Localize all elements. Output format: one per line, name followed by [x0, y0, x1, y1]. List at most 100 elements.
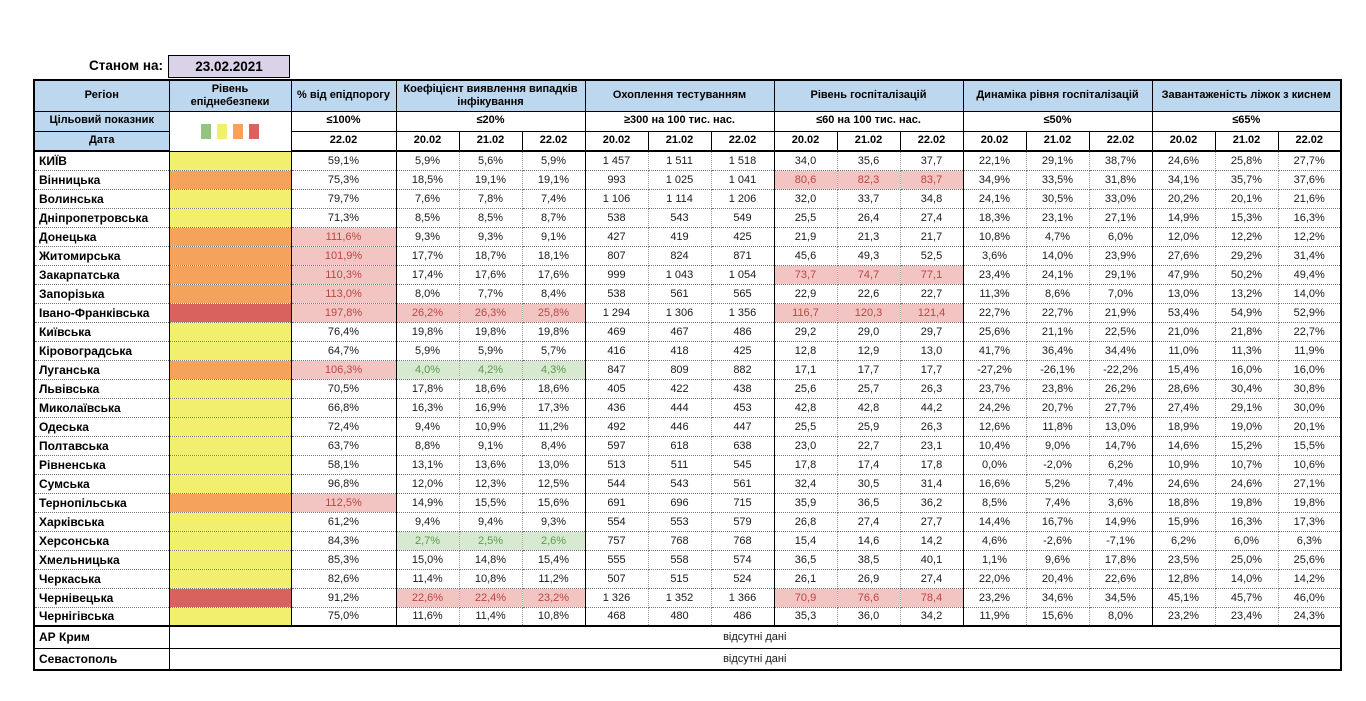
value-cell: 37,6%: [1278, 170, 1342, 190]
value-cell: 7,4%: [1026, 493, 1090, 513]
value-cell: 11,9%: [962, 607, 1027, 627]
value-cell: 49,3: [837, 246, 901, 266]
value-cell: 7,4%: [1089, 474, 1153, 494]
value-cell: 20,4%: [1026, 569, 1090, 589]
date-header: 22.02: [521, 130, 586, 152]
region-name: Кіровоградська: [34, 341, 170, 361]
value-cell: 42,8: [837, 398, 901, 418]
value-cell: 513: [584, 455, 649, 475]
value-cell: 16,0%: [1215, 360, 1279, 380]
table-row: Полтавська 63,7% 8,8% 9,1% 8,4% 597 618 638 23,0…: [34, 436, 1342, 456]
danger-level-cell: [169, 322, 292, 342]
value-cell: 23,2%: [962, 588, 1027, 608]
value-cell: 691: [584, 493, 649, 513]
value-cell: 27,7%: [1089, 398, 1153, 418]
value-cell: 25,6: [773, 379, 838, 399]
value-cell: 24,1%: [1026, 265, 1090, 285]
col-header-danger-level: Рівень епіднебезпеки: [168, 79, 292, 112]
value-cell: 31,8%: [1089, 170, 1153, 190]
legend-swatch: [249, 123, 259, 139]
value-cell: 27,7: [900, 512, 964, 532]
value-cell: 18,5%: [395, 170, 460, 190]
value-cell: 18,1%: [522, 246, 586, 266]
value-cell: 27,1%: [1089, 208, 1153, 228]
region-name: Харківська: [34, 512, 170, 532]
value-cell: 17,1: [773, 360, 838, 380]
value-cell: 34,6%: [1026, 588, 1090, 608]
region-name: АР Крим: [33, 625, 170, 649]
value-cell: 1 352: [648, 588, 712, 608]
value-cell: 35,9: [773, 493, 838, 513]
value-cell: 871: [711, 246, 775, 266]
value-cell: 558: [648, 550, 712, 570]
value-cell: 12,2%: [1215, 227, 1279, 247]
value-cell: 8,5%: [395, 208, 460, 228]
value-cell: 3,6%: [1089, 493, 1153, 513]
value-cell: 16,0%: [1278, 360, 1342, 380]
table-row: Київська 76,4% 19,8% 19,8% 19,8% 469 467 486 29,…: [34, 322, 1342, 342]
value-cell: 34,9%: [962, 170, 1027, 190]
value-cell: 11,3%: [1215, 341, 1279, 361]
value-cell: 22,7%: [962, 303, 1027, 323]
value-cell: 23,1: [900, 436, 964, 456]
value-cell: 36,5: [837, 493, 901, 513]
value-cell: 492: [584, 417, 649, 437]
value-cell: 768: [648, 531, 712, 551]
value-cell: 23,4%: [1215, 607, 1279, 627]
value-cell: 50,2%: [1215, 265, 1279, 285]
value-cell: 8,4%: [522, 284, 586, 304]
danger-level-cell: [169, 170, 292, 190]
value-cell: 23,4%: [962, 265, 1027, 285]
table-row: Закарпатська 110,3% 17,4% 17,6% 17,6% 999 1 04…: [34, 265, 1342, 285]
value-cell: 5,9%: [522, 151, 586, 171]
value-cell: 15,6%: [1026, 607, 1090, 627]
value-cell: 17,6%: [522, 265, 586, 285]
value-cell: 79,7%: [290, 189, 397, 209]
value-cell: 21,9: [773, 227, 838, 247]
value-cell: 6,3%: [1278, 531, 1342, 551]
group-title-testing-coverage: Охоплення тестуванням: [584, 79, 775, 112]
value-cell: 524: [711, 569, 775, 589]
value-cell: 22,9: [773, 284, 838, 304]
value-cell: 12,8: [773, 341, 838, 361]
value-cell: 37,7: [900, 151, 964, 171]
value-cell: 24,6%: [1151, 151, 1216, 171]
table-row: Дніпропетровська 71,3% 8,5% 8,5% 8,7% 538 543 5…: [34, 208, 1342, 228]
value-cell: 30,5: [837, 474, 901, 494]
value-cell: 24,6%: [1215, 474, 1279, 494]
value-cell: 34,0: [773, 151, 838, 171]
value-cell: 35,7%: [1215, 170, 1279, 190]
value-cell: 26,4: [837, 208, 901, 228]
value-cell: 27,7%: [1278, 151, 1342, 171]
table-row: КИЇВ 59,1% 5,9% 5,6% 5,9% 1 457 1 511 1 518 34,0…: [34, 151, 1342, 171]
value-cell: 58,1%: [290, 455, 397, 475]
value-cell: 24,3%: [1278, 607, 1342, 627]
region-name: Київська: [34, 322, 170, 342]
value-cell: 555: [584, 550, 649, 570]
value-cell: 21,8%: [1215, 322, 1279, 342]
value-cell: 74,7: [837, 265, 901, 285]
region-name: Тернопільська: [34, 493, 170, 513]
value-cell: 30,8%: [1278, 379, 1342, 399]
value-cell: 22,0%: [962, 569, 1027, 589]
value-cell: -22,2%: [1089, 360, 1153, 380]
value-cell: 16,9%: [459, 398, 523, 418]
value-cell: 8,6%: [1026, 284, 1090, 304]
value-cell: 17,6%: [459, 265, 523, 285]
table-body: КИЇВ 59,1% 5,9% 5,6% 5,9% 1 457 1 511 1 518 34,0…: [33, 151, 1342, 671]
value-cell: 9,3%: [395, 227, 460, 247]
value-cell: 24,6%: [1151, 474, 1216, 494]
value-cell: 696: [648, 493, 712, 513]
value-cell: 597: [584, 436, 649, 456]
value-cell: 29,1%: [1215, 398, 1279, 418]
value-cell: 715: [711, 493, 775, 513]
value-cell: 19,8%: [395, 322, 460, 342]
value-cell: 113,0%: [290, 284, 397, 304]
danger-level-cell: [169, 569, 292, 589]
value-cell: 76,4%: [290, 322, 397, 342]
value-cell: 14,2: [900, 531, 964, 551]
value-cell: 59,1%: [290, 151, 397, 171]
value-cell: 13,6%: [459, 455, 523, 475]
value-cell: 824: [648, 246, 712, 266]
value-cell: 543: [648, 208, 712, 228]
